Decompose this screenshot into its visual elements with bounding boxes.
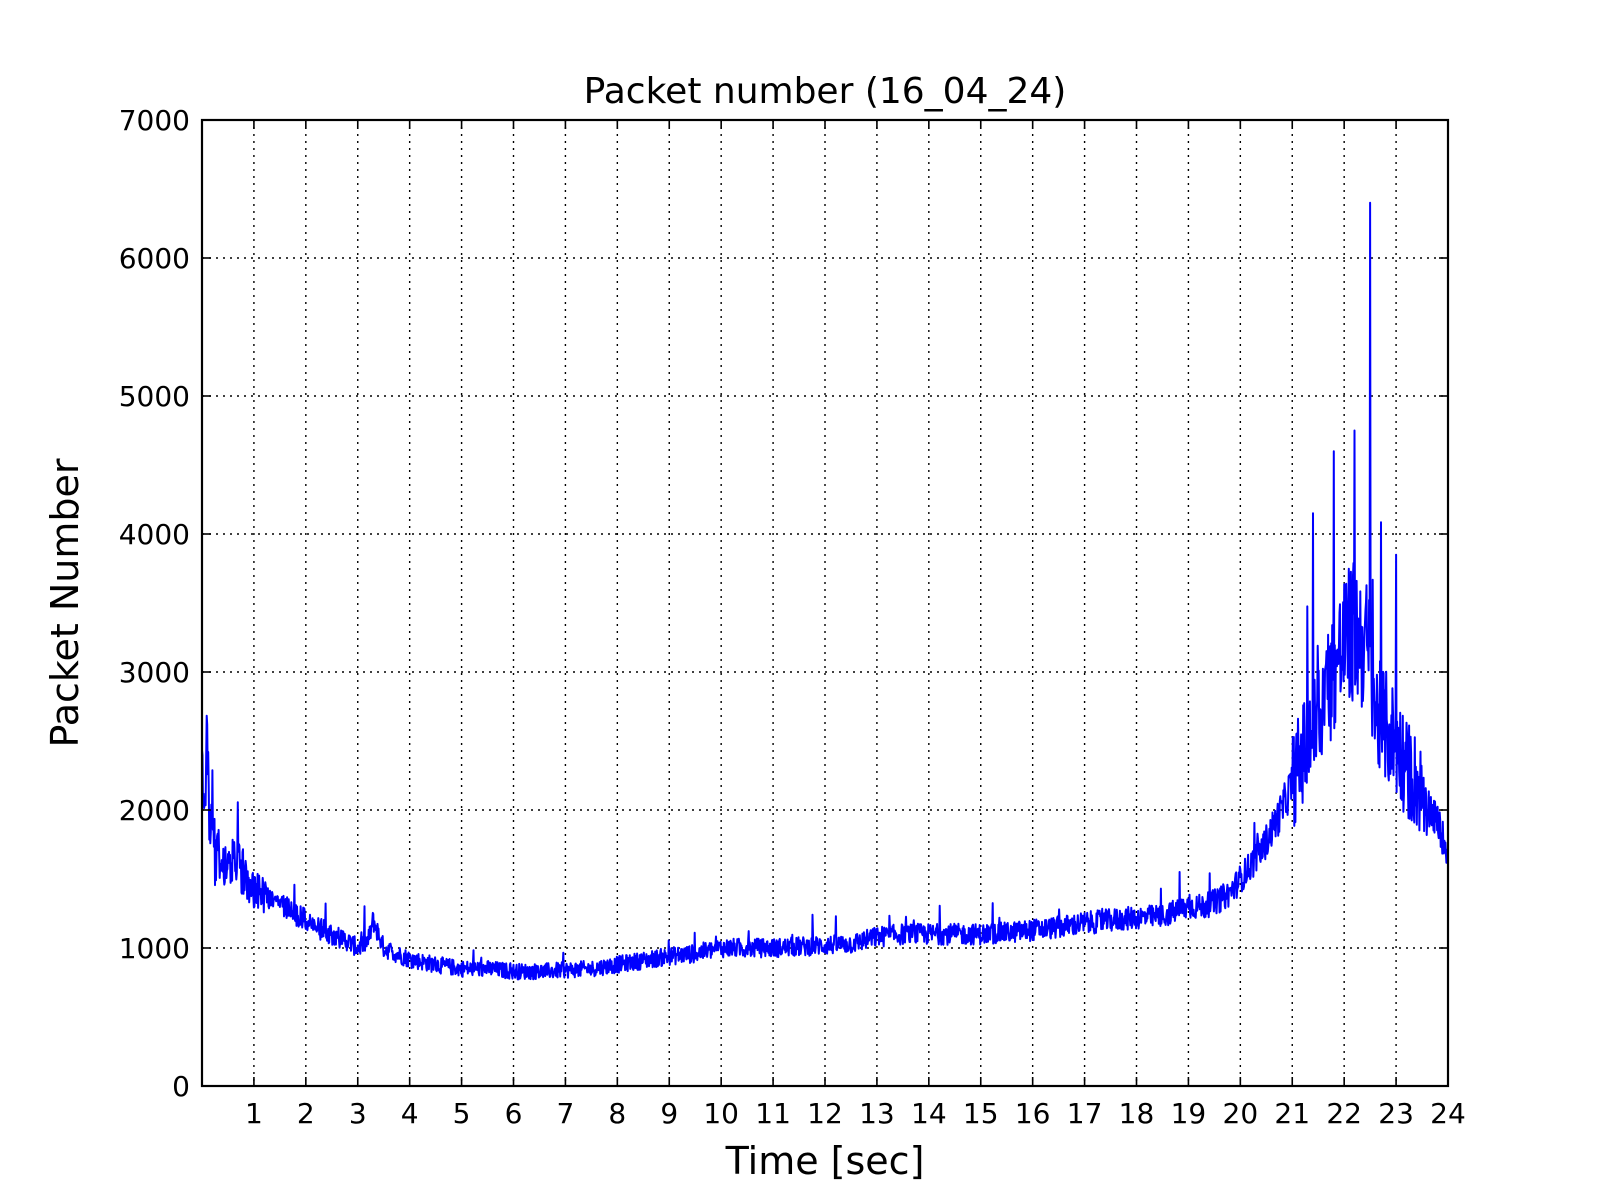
y-tick-label: 7000 (119, 104, 190, 137)
y-tick-label: 0 (172, 1070, 190, 1103)
x-tick-label: 18 (1119, 1097, 1155, 1130)
y-tick-label: 1000 (119, 932, 190, 965)
chart-title: Packet number (16_04_24) (584, 71, 1067, 112)
x-tick-label: 9 (660, 1097, 678, 1130)
x-tick-label: 6 (505, 1097, 523, 1130)
series-line-layer (201, 201, 1449, 981)
x-tick-label: 8 (608, 1097, 626, 1130)
x-tick-label: 12 (807, 1097, 843, 1130)
x-tick-label: 7 (557, 1097, 575, 1130)
x-tick-label: 19 (1171, 1097, 1207, 1130)
series-line (201, 201, 1449, 981)
x-tick-label: 17 (1067, 1097, 1103, 1130)
y-axis-label: Packet Number (43, 458, 87, 747)
x-tick-label: 2 (297, 1097, 315, 1130)
x-tick-label: 14 (911, 1097, 947, 1130)
x-tick-label: 10 (703, 1097, 739, 1130)
x-tick-label: 23 (1378, 1097, 1414, 1130)
axis-ticks: 1 2 3 4 5 6 7 8 9 10 11 12 13 14 15 16 17 18 19 20 21 22 23 240… (119, 104, 1466, 1130)
x-tick-label: 15 (963, 1097, 999, 1130)
y-tick-label: 5000 (119, 380, 190, 413)
x-tick-label: 22 (1326, 1097, 1362, 1130)
y-tick-label: 4000 (119, 518, 190, 551)
x-tick-label: 20 (1223, 1097, 1259, 1130)
y-tick-label: 2000 (119, 794, 190, 827)
x-tick-label: 11 (755, 1097, 791, 1130)
x-tick-label: 13 (859, 1097, 895, 1130)
y-tick-label: 6000 (119, 242, 190, 275)
y-tick-label: 3000 (119, 656, 190, 689)
x-axis-label: Time [sec] (725, 1139, 925, 1183)
x-tick-label: 1 (245, 1097, 263, 1130)
x-tick-label: 21 (1274, 1097, 1310, 1130)
x-tick-label: 16 (1015, 1097, 1051, 1130)
grid-lines (202, 120, 1448, 1086)
x-tick-label: 3 (349, 1097, 367, 1130)
x-tick-label: 4 (401, 1097, 419, 1130)
x-tick-label: 24 (1430, 1097, 1466, 1130)
x-tick-label: 5 (453, 1097, 471, 1130)
